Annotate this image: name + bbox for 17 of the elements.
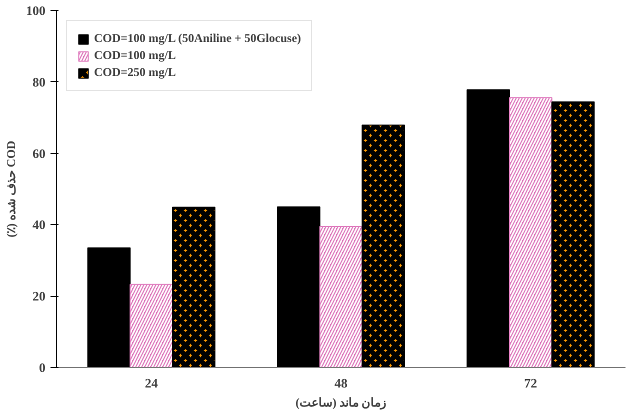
y-axis-title: (٪) حذف شده COD [4, 140, 18, 238]
x-tick-label: 48 [334, 376, 348, 390]
y-tick-label: 60 [32, 146, 46, 161]
legend-label: COD=100 mg/L [94, 48, 176, 63]
x-tick-label: 24 [144, 376, 158, 390]
bar [466, 89, 510, 368]
legend-label: COD=250 mg/L [94, 65, 176, 80]
x-axis-title: زمان ماند (ساعت) [296, 396, 387, 410]
bar [276, 206, 320, 368]
legend-label: COD=100 mg/L (50Aniline + 50Glocuse) [94, 31, 302, 46]
y-tick-label: 0 [39, 360, 46, 375]
y-tick-label: 80 [32, 74, 46, 90]
bar [87, 247, 131, 368]
x-tick-label: 72 [524, 376, 538, 390]
y-tick-label: 20 [32, 288, 46, 304]
y-tick-label: 100 [26, 3, 46, 18]
y-tick-label: 40 [32, 217, 46, 232]
